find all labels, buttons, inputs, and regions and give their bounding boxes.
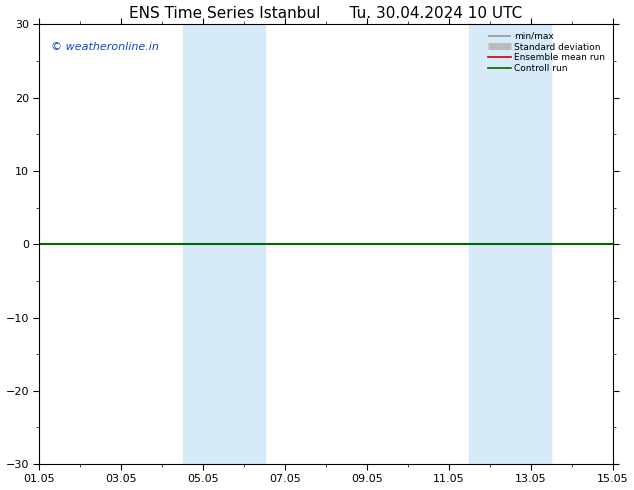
Legend: min/max, Standard deviation, Ensemble mean run, Controll run: min/max, Standard deviation, Ensemble me…: [486, 29, 608, 76]
Text: © weatheronline.in: © weatheronline.in: [51, 42, 158, 52]
Title: ENS Time Series Istanbul      Tu. 30.04.2024 10 UTC: ENS Time Series Istanbul Tu. 30.04.2024 …: [129, 5, 522, 21]
Bar: [469, 24, 551, 464]
Bar: [183, 24, 264, 464]
